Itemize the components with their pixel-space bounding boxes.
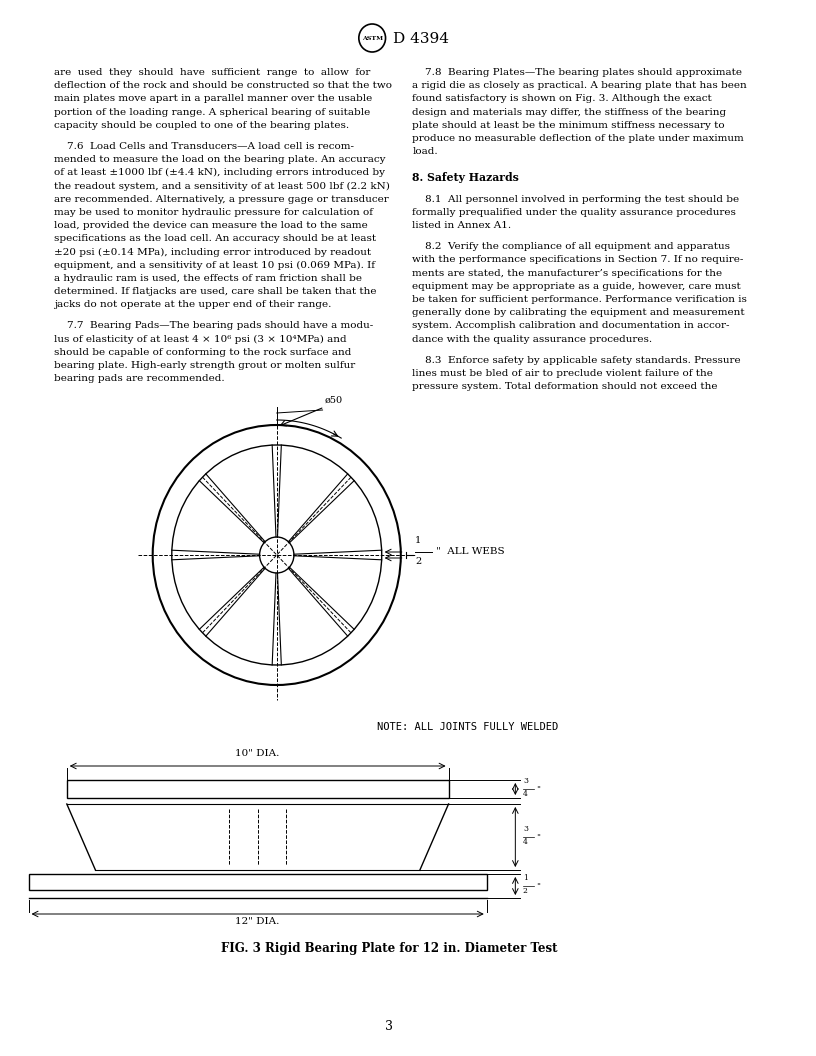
Text: 8.3  Enforce safety by applicable safety standards. Pressure: 8.3 Enforce safety by applicable safety … bbox=[412, 356, 741, 364]
Text: FIG. 3 Rigid Bearing Plate for 12 in. Diameter Test: FIG. 3 Rigid Bearing Plate for 12 in. Di… bbox=[221, 942, 557, 955]
Text: formally prequalified under the quality assurance procedures: formally prequalified under the quality … bbox=[412, 208, 736, 216]
Text: ": " bbox=[536, 785, 540, 793]
Text: with the performance specifications in Section 7. If no require-: with the performance specifications in S… bbox=[412, 256, 743, 264]
Text: the readout system, and a sensitivity of at least 500 lbf (2.2 kN): the readout system, and a sensitivity of… bbox=[55, 182, 390, 191]
Text: 4: 4 bbox=[523, 838, 528, 846]
Text: 7.6  Load Cells and Transducers—A load cell is recom-: 7.6 Load Cells and Transducers—A load ce… bbox=[55, 142, 354, 151]
Text: produce no measurable deflection of the plate under maximum: produce no measurable deflection of the … bbox=[412, 134, 744, 143]
Text: should be capable of conforming to the rock surface and: should be capable of conforming to the r… bbox=[55, 347, 352, 357]
Text: ASTM: ASTM bbox=[361, 37, 383, 41]
Text: be taken for sufficient performance. Performance verification is: be taken for sufficient performance. Per… bbox=[412, 295, 747, 304]
Text: 2: 2 bbox=[415, 557, 421, 566]
Text: 7.7  Bearing Pads—The bearing pads should have a modu-: 7.7 Bearing Pads—The bearing pads should… bbox=[55, 321, 374, 331]
Text: 2: 2 bbox=[523, 887, 528, 895]
Text: a hydraulic ram is used, the effects of ram friction shall be: a hydraulic ram is used, the effects of … bbox=[55, 274, 362, 283]
Text: are recommended. Alternatively, a pressure gage or transducer: are recommended. Alternatively, a pressu… bbox=[55, 194, 389, 204]
Text: ø50: ø50 bbox=[325, 396, 343, 406]
Text: main plates move apart in a parallel manner over the usable: main plates move apart in a parallel man… bbox=[55, 94, 373, 103]
Text: specifications as the load cell. An accuracy should be at least: specifications as the load cell. An accu… bbox=[55, 234, 376, 243]
Text: portion of the loading range. A spherical bearing of suitable: portion of the loading range. A spherica… bbox=[55, 108, 370, 116]
Text: generally done by calibrating the equipment and measurement: generally done by calibrating the equipm… bbox=[412, 308, 745, 317]
Text: "  ALL WEBS: " ALL WEBS bbox=[436, 547, 505, 557]
Text: mended to measure the load on the bearing plate. An accuracy: mended to measure the load on the bearin… bbox=[55, 155, 386, 164]
Text: 4: 4 bbox=[523, 790, 528, 798]
Text: 3: 3 bbox=[385, 1020, 393, 1033]
Text: 3: 3 bbox=[523, 825, 528, 833]
Text: design and materials may differ, the stiffness of the bearing: design and materials may differ, the sti… bbox=[412, 108, 726, 116]
Text: 8.2  Verify the compliance of all equipment and apparatus: 8.2 Verify the compliance of all equipme… bbox=[412, 242, 730, 251]
Text: determined. If flatjacks are used, care shall be taken that the: determined. If flatjacks are used, care … bbox=[55, 287, 377, 296]
Text: bearing pads are recommended.: bearing pads are recommended. bbox=[55, 374, 225, 383]
Text: 8.1  All personnel involved in performing the test should be: 8.1 All personnel involved in performing… bbox=[412, 194, 739, 204]
Text: 12" DIA.: 12" DIA. bbox=[236, 917, 280, 926]
Text: 7.8  Bearing Plates—The bearing plates should approximate: 7.8 Bearing Plates—The bearing plates sh… bbox=[412, 68, 743, 77]
Text: D 4394: D 4394 bbox=[393, 32, 449, 46]
Text: 1: 1 bbox=[523, 874, 528, 882]
Text: capacity should be coupled to one of the bearing plates.: capacity should be coupled to one of the… bbox=[55, 120, 349, 130]
Text: ±20 psi (±0.14 MPa), including error introduced by readout: ±20 psi (±0.14 MPa), including error int… bbox=[55, 247, 371, 257]
Text: ": " bbox=[536, 882, 540, 890]
Text: found satisfactory is shown on Fig. 3. Although the exact: found satisfactory is shown on Fig. 3. A… bbox=[412, 94, 712, 103]
Text: load.: load. bbox=[412, 147, 438, 156]
Text: system. Accomplish calibration and documentation in accor-: system. Accomplish calibration and docum… bbox=[412, 321, 730, 331]
Text: equipment, and a sensitivity of at least 10 psi (0.069 MPa). If: equipment, and a sensitivity of at least… bbox=[55, 261, 375, 270]
Text: ": " bbox=[536, 833, 540, 841]
Text: 8. Safety Hazards: 8. Safety Hazards bbox=[412, 172, 519, 184]
Text: may be used to monitor hydraulic pressure for calculation of: may be used to monitor hydraulic pressur… bbox=[55, 208, 374, 216]
Text: NOTE: ALL JOINTS FULLY WELDED: NOTE: ALL JOINTS FULLY WELDED bbox=[377, 722, 558, 732]
Text: lines must be bled of air to preclude violent failure of the: lines must be bled of air to preclude vi… bbox=[412, 369, 713, 378]
Text: jacks do not operate at the upper end of their range.: jacks do not operate at the upper end of… bbox=[55, 300, 332, 309]
Text: dance with the quality assurance procedures.: dance with the quality assurance procedu… bbox=[412, 335, 652, 343]
Text: of at least ±1000 lbf (±4.4 kN), including errors introduced by: of at least ±1000 lbf (±4.4 kN), includi… bbox=[55, 168, 385, 177]
Text: bearing plate. High-early strength grout or molten sulfur: bearing plate. High-early strength grout… bbox=[55, 361, 356, 370]
Bar bbox=[29, 874, 486, 890]
Text: listed in Annex A1.: listed in Annex A1. bbox=[412, 221, 512, 230]
Text: a rigid die as closely as practical. A bearing plate that has been: a rigid die as closely as practical. A b… bbox=[412, 81, 747, 90]
Text: load, provided the device can measure the load to the same: load, provided the device can measure th… bbox=[55, 221, 368, 230]
Text: 3: 3 bbox=[523, 777, 528, 785]
Text: are  used  they  should  have  sufficient  range  to  allow  for: are used they should have sufficient ran… bbox=[55, 68, 370, 77]
Text: lus of elasticity of at least 4 × 10⁶ psi (3 × 10⁴MPa) and: lus of elasticity of at least 4 × 10⁶ ps… bbox=[55, 335, 347, 344]
Text: ments are stated, the manufacturer’s specifications for the: ments are stated, the manufacturer’s spe… bbox=[412, 268, 722, 278]
Text: pressure system. Total deformation should not exceed the: pressure system. Total deformation shoul… bbox=[412, 382, 718, 391]
Text: deflection of the rock and should be constructed so that the two: deflection of the rock and should be con… bbox=[55, 81, 392, 90]
Text: 10" DIA.: 10" DIA. bbox=[236, 749, 280, 758]
Text: plate should at least be the minimum stiffness necessary to: plate should at least be the minimum sti… bbox=[412, 120, 725, 130]
Text: 1: 1 bbox=[415, 536, 421, 545]
Bar bbox=[67, 780, 449, 798]
Text: equipment may be appropriate as a guide, however, care must: equipment may be appropriate as a guide,… bbox=[412, 282, 741, 290]
